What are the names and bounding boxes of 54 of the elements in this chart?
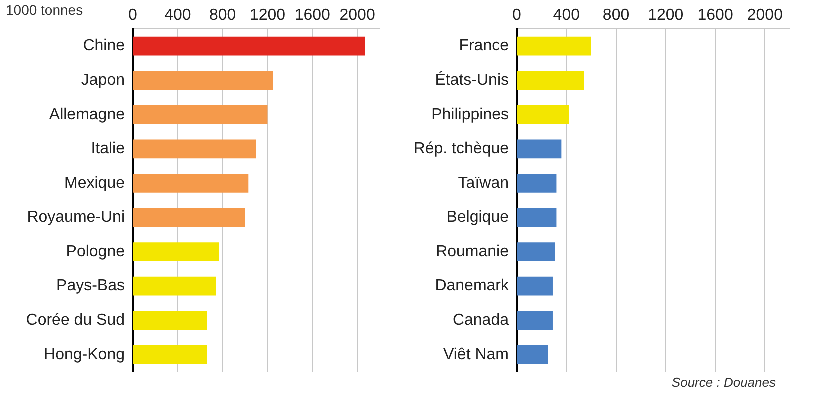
x-tick-label: 1200 [648,7,684,24]
x-tick-label: 800 [602,7,630,24]
y-tick-label: Chine [83,38,126,55]
bar [134,105,268,124]
x-tick-label: 1600 [698,7,734,24]
bar [518,174,557,193]
y-tick-label: Allemagne [49,106,126,124]
bar [518,345,548,364]
y-tick-label: Pologne [66,243,126,260]
bar [134,345,208,364]
y-tick-label: Japon [81,72,125,90]
x-tick-label: 0 [512,7,522,24]
bar [134,71,274,90]
x-tick-label: 2000 [340,7,376,24]
bar [134,208,246,228]
bar [518,242,556,262]
x-tick-label: 1600 [294,7,331,24]
y-tick-label: Royaume-Uni [27,209,125,226]
y-tick-label: Belgique [446,209,510,226]
y-tick-label: Canada [452,312,510,329]
x-tick-label: 400 [553,7,580,24]
x-tick-label: 800 [209,7,236,24]
y-tick-label: Taïwan [458,174,509,192]
bar [518,36,592,56]
y-tick-label: Hong-Kong [44,346,125,364]
y-tick-label: Philippines [432,106,509,124]
bar [518,311,553,330]
y-tick-label: Italie [91,140,126,158]
y-tick-label: Roumanie [436,243,510,260]
y-tick-label: Danemark [435,278,510,295]
bar [518,140,562,159]
y-tick-label: Pays-Bas [56,278,125,295]
x-axis-title: 1000 tonnes [6,2,84,18]
bar [134,311,208,330]
bar [134,36,366,56]
source-note: Source : Douanes [672,375,776,390]
x-tick-label: 2000 [747,7,784,24]
bar [518,71,584,90]
y-tick-label: États-Unis [435,71,509,90]
bar [518,105,570,124]
bar [134,242,220,262]
bar [134,276,216,296]
x-tick-label: 0 [128,7,138,24]
y-tick-label: Viêt Nam [443,346,509,364]
x-tick-label: 1200 [250,7,286,24]
x-tick-label: 400 [164,7,192,24]
y-tick-label: Mexique [64,174,126,192]
bar [518,208,557,228]
bar [134,140,256,159]
bar [134,174,249,193]
bar [518,276,553,296]
y-tick-label: France [459,38,510,55]
y-tick-label: Rép. tchèque [414,140,510,158]
y-tick-label: Corée du Sud [26,312,125,329]
